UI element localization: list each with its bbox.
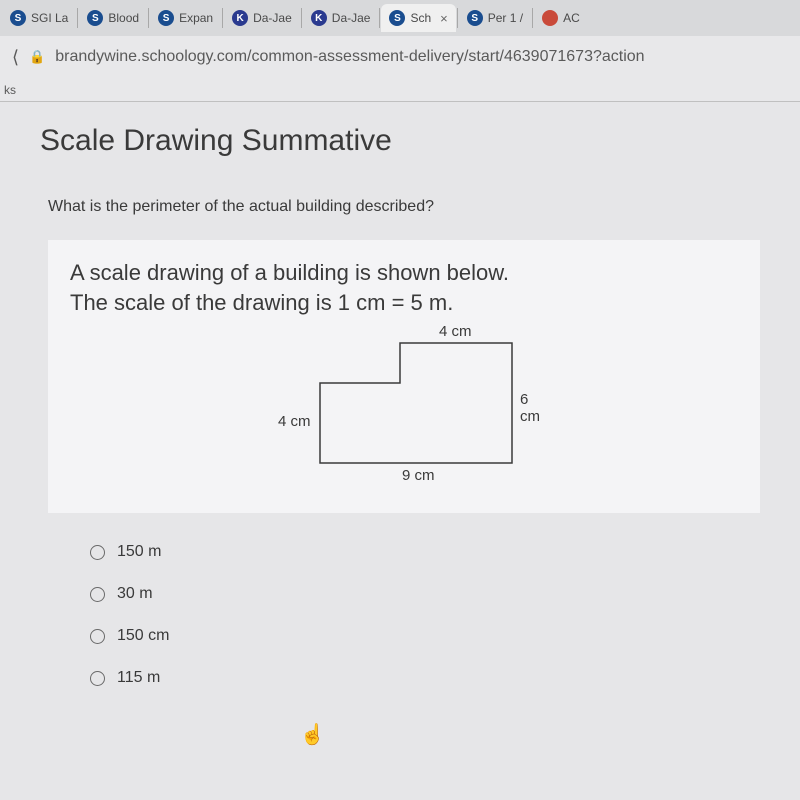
dim-left: 4 cm	[278, 413, 311, 430]
tab-separator	[457, 8, 458, 28]
tab-separator	[77, 8, 78, 28]
favicon-icon: S	[467, 10, 483, 26]
tab-separator	[148, 8, 149, 28]
lock-icon: 🔒	[29, 49, 45, 65]
bookmarks-bar: ks	[0, 78, 800, 102]
dim-right: 6 cm	[520, 391, 544, 425]
answer-list: 150 m 30 m 150 cm 115 m	[90, 543, 760, 687]
answer-label: 150 m	[117, 543, 161, 561]
answer-label: 150 cm	[117, 627, 169, 645]
tab-label: Sch	[410, 11, 431, 25]
answer-option[interactable]: 115 m	[90, 669, 760, 687]
browser-tab[interactable]: S Blood	[79, 4, 147, 32]
favicon-icon: S	[158, 10, 174, 26]
tab-label: Blood	[108, 11, 139, 25]
close-icon[interactable]: ×	[440, 11, 448, 26]
browser-tab[interactable]: K Da-Jae	[224, 4, 300, 32]
answer-option[interactable]: 150 m	[90, 543, 760, 561]
browser-tab[interactable]: S SGI La	[2, 4, 76, 32]
building-diagram: 4 cm 6 cm 4 cm 9 cm	[264, 335, 544, 495]
problem-box: A scale drawing of a building is shown b…	[48, 240, 760, 513]
address-bar: ⟨ 🔒 brandywine.schoology.com/common-asse…	[0, 36, 800, 78]
radio-icon[interactable]	[90, 629, 105, 644]
tab-separator	[379, 8, 380, 28]
bookmarks-fragment: ks	[4, 83, 16, 97]
favicon-icon: S	[10, 10, 26, 26]
favicon-icon: S	[87, 10, 103, 26]
nav-back-fragment: ⟨	[12, 47, 19, 68]
favicon-icon: S	[389, 10, 405, 26]
page-title: Scale Drawing Summative	[40, 124, 760, 158]
dim-bottom: 9 cm	[402, 467, 435, 484]
browser-tab[interactable]: AC	[534, 4, 588, 32]
problem-line-2: The scale of the drawing is 1 cm = 5 m.	[70, 288, 738, 318]
answer-option[interactable]: 150 cm	[90, 627, 760, 645]
browser-tab-strip: SSGI LaSBloodSExpanKDa-JaeKDa-JaeSSch×SP…	[0, 0, 800, 36]
browser-tab[interactable]: S Per 1 /	[459, 4, 531, 32]
dim-top: 4 cm	[439, 323, 472, 340]
answer-label: 30 m	[117, 585, 153, 603]
radio-icon[interactable]	[90, 545, 105, 560]
favicon-icon	[542, 10, 558, 26]
question-text: What is the perimeter of the actual buil…	[48, 198, 760, 216]
radio-icon[interactable]	[90, 671, 105, 686]
browser-tab[interactable]: K Da-Jae	[303, 4, 379, 32]
pointer-cursor-icon: ☝	[300, 722, 325, 747]
browser-tab[interactable]: S Sch ×	[381, 4, 455, 32]
radio-icon[interactable]	[90, 587, 105, 602]
browser-tab[interactable]: S Expan	[150, 4, 221, 32]
tab-separator	[301, 8, 302, 28]
favicon-icon: K	[311, 10, 327, 26]
tab-separator	[532, 8, 533, 28]
problem-line-1: A scale drawing of a building is shown b…	[70, 258, 738, 288]
tab-label: Per 1 /	[488, 11, 523, 25]
tab-label: Da-Jae	[253, 11, 292, 25]
diagram-container: 4 cm 6 cm 4 cm 9 cm	[70, 317, 738, 495]
tab-separator	[222, 8, 223, 28]
url-text: brandywine.schoology.com/common-assessme…	[55, 48, 644, 66]
building-shape	[320, 343, 512, 463]
tab-label: Expan	[179, 11, 213, 25]
page-content: Scale Drawing Summative What is the peri…	[0, 102, 800, 800]
answer-label: 115 m	[117, 669, 160, 687]
tab-label: Da-Jae	[332, 11, 371, 25]
tab-label: SGI La	[31, 11, 68, 25]
favicon-icon: K	[232, 10, 248, 26]
answer-option[interactable]: 30 m	[90, 585, 760, 603]
tab-label: AC	[563, 11, 580, 25]
